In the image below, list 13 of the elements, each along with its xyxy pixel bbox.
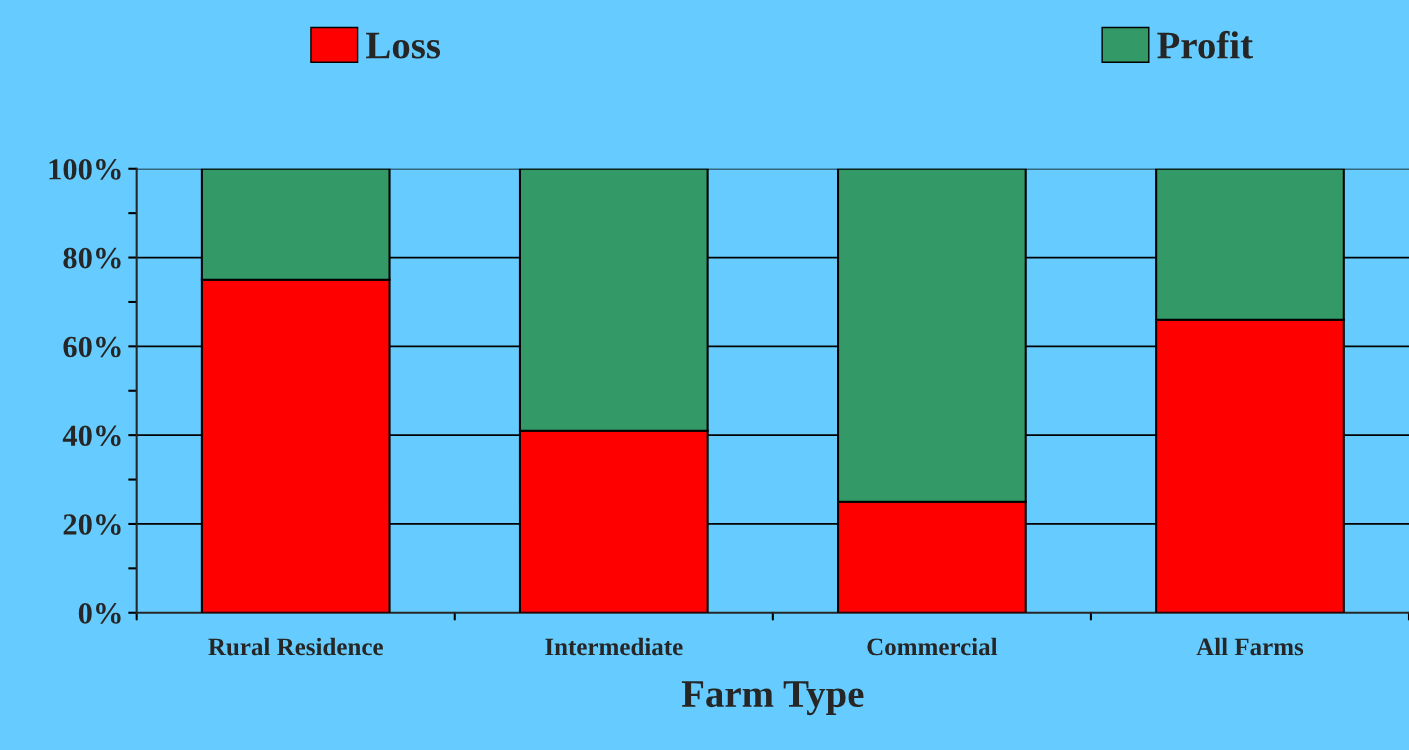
x-tick-label: Rural Residence xyxy=(208,637,383,656)
x-tick-label: Intermediate xyxy=(545,637,683,656)
x-tick-label: Commercial xyxy=(867,637,998,656)
x-axis-title: Farm Type xyxy=(681,681,864,716)
legend-label: Profit xyxy=(1157,30,1253,59)
y-tick-label: 40% xyxy=(62,425,121,447)
y-tick-label: 100% xyxy=(49,159,121,180)
legend-label: Loss xyxy=(366,32,441,59)
y-tick-label: 80% xyxy=(63,247,121,269)
y-tick-label: 20% xyxy=(63,514,121,535)
y-tick-label: 60% xyxy=(63,336,121,358)
y-tick-label: 0% xyxy=(78,603,121,624)
x-tick-label: All Farms xyxy=(1196,637,1304,656)
